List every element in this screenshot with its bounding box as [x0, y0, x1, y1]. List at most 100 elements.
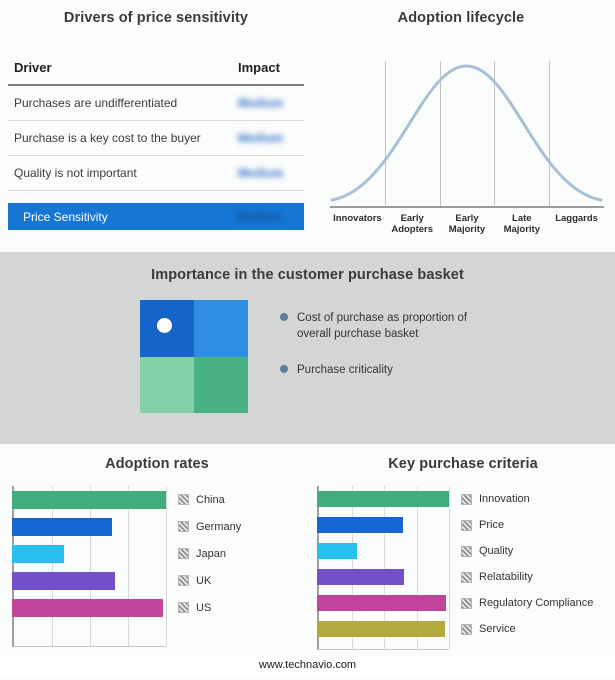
stage-divider-line — [384, 61, 386, 206]
bar-row: Price — [317, 512, 613, 538]
legend-bullet-icon — [280, 365, 288, 374]
stage-divider-line — [439, 61, 441, 206]
bar-row: Relatability — [317, 564, 613, 590]
driver-row: Purchases are undifferentiated Medium — [8, 85, 304, 121]
purchase-basket-matrix — [140, 300, 248, 413]
lifecycle-curve — [330, 64, 603, 202]
bar-track — [12, 540, 166, 567]
matrix-marker-dot — [157, 318, 172, 333]
basket-legend: Cost of purchase as proportion of overal… — [280, 310, 492, 398]
gridline — [52, 486, 53, 646]
hatch-swatch-icon — [461, 545, 472, 557]
legend-label: Cost of purchase as proportion of overal… — [297, 312, 468, 341]
bar-label: Service — [479, 623, 516, 635]
bar-label: Innovation — [479, 493, 530, 505]
stage-label: Late Majority — [503, 213, 540, 236]
gridline — [351, 486, 353, 649]
bar-regulatory-compliance — [317, 595, 447, 611]
footer-url: www.technavio.com — [0, 656, 615, 677]
matrix-quadrant-top-left — [140, 300, 194, 357]
drivers-table-body: Purchases are undifferentiated Medium Purc… — [8, 85, 304, 191]
driver-row: Purchase is a key cost to the buyer Mediu… — [8, 120, 304, 156]
legend-label: Purchase criticality — [297, 364, 393, 377]
basket-title: Importance in the customer purchase bask… — [151, 267, 464, 283]
adoption-rates-title: Adoption rates — [105, 456, 209, 472]
bar-track — [317, 512, 449, 538]
bar-track — [12, 513, 166, 540]
driver-cell: Purchases are undifferentiated — [8, 85, 232, 121]
stage-divider-line — [549, 61, 551, 206]
bar-label: Quality — [479, 545, 514, 557]
bar-track — [317, 486, 449, 512]
bar-rows: Innovation Price Quality Relatability Regula… — [317, 486, 613, 650]
lifecycle-title: Adoption lifecycle — [397, 10, 525, 26]
hatch-swatch-icon — [461, 493, 472, 505]
bar-row: US — [12, 594, 306, 621]
impact-value: Medium — [238, 166, 284, 180]
bar-innovation — [317, 491, 449, 507]
impact-value: Medium — [238, 131, 284, 145]
driver-cell: Purchase is a key cost to the buyer — [8, 120, 232, 156]
gridline — [90, 486, 91, 646]
gridline — [166, 486, 167, 646]
key-purchase-criteria-chart: Innovation Price Quality Relatability Regula… — [317, 486, 613, 650]
key-purchase-criteria-title: Key purchase criteria — [388, 456, 538, 472]
stage-label: Early Majority — [448, 213, 486, 236]
hatch-swatch-icon — [461, 597, 472, 609]
gridline — [416, 486, 418, 649]
gridline — [384, 486, 385, 649]
matrix-quadrant-bottom-right — [194, 356, 248, 413]
adoption-rates-panel: Adoption rates China Germany Japan UK US — [8, 444, 306, 647]
stage-label: Early Adopters — [391, 213, 434, 236]
bar-price — [317, 517, 403, 533]
bar-label: China — [196, 493, 225, 506]
bar-relatability — [317, 569, 405, 585]
bar-track — [12, 567, 166, 594]
gridline — [449, 486, 450, 649]
bell-curve-svg — [330, 64, 603, 202]
stage-divider-line — [494, 61, 496, 206]
bar-row: Regulatory Compliance — [317, 590, 613, 616]
stage-label: Laggards — [555, 213, 598, 224]
bar-track — [317, 616, 449, 642]
bar-label: US — [196, 601, 212, 614]
drivers-panel: Drivers of price sensitivity Driver Impa… — [8, 10, 304, 230]
bar-japan — [12, 544, 65, 563]
impact-value: Medium — [238, 96, 284, 110]
price-sensitivity-label: Price Sensitivity — [23, 209, 108, 224]
lifecycle-chart — [330, 56, 604, 208]
lifecycle-panel: Adoption lifecycle Innovators Early Adopt… — [315, 10, 607, 236]
hatch-swatch-icon — [178, 494, 189, 505]
drivers-header-row: Driver Impact — [8, 60, 304, 86]
legend-item: Purchase criticality — [280, 362, 492, 378]
hatch-swatch-icon — [178, 602, 189, 613]
bar-track — [317, 590, 449, 616]
bar-label: Relatability — [479, 571, 533, 583]
chart-grid — [12, 486, 167, 647]
bar-label: Japan — [196, 547, 226, 560]
hatch-swatch-icon — [178, 521, 189, 532]
gridline — [128, 486, 129, 646]
bar-germany — [12, 517, 113, 536]
impact-cell: Medium — [232, 85, 304, 121]
bar-row: Germany — [12, 513, 306, 540]
bar-china — [12, 490, 166, 509]
legend-item: Cost of purchase as proportion of overal… — [280, 310, 492, 342]
impact-cell: Medium — [232, 120, 304, 156]
bar-row: UK — [12, 567, 306, 594]
hatch-swatch-icon — [461, 571, 472, 583]
bar-track — [12, 594, 166, 621]
legend-bullet-icon — [280, 313, 288, 321]
bar-rows: China Germany Japan UK US — [12, 486, 306, 647]
key-purchase-criteria-panel: Key purchase criteria Innovation Price Qua… — [313, 444, 613, 650]
bar-label: Price — [479, 519, 505, 531]
drivers-table: Driver Impact Purchases are undifferenti… — [8, 60, 304, 191]
bar-track — [317, 564, 449, 590]
bar-us — [12, 598, 163, 617]
basket-panel: Importance in the customer purchase bask… — [0, 252, 615, 444]
driver-row: Quality is not important Medium — [8, 155, 304, 191]
hatch-swatch-icon — [178, 575, 189, 586]
bar-label: Regulatory Compliance — [479, 597, 594, 609]
price-sensitivity-impact: Medium — [236, 209, 282, 224]
